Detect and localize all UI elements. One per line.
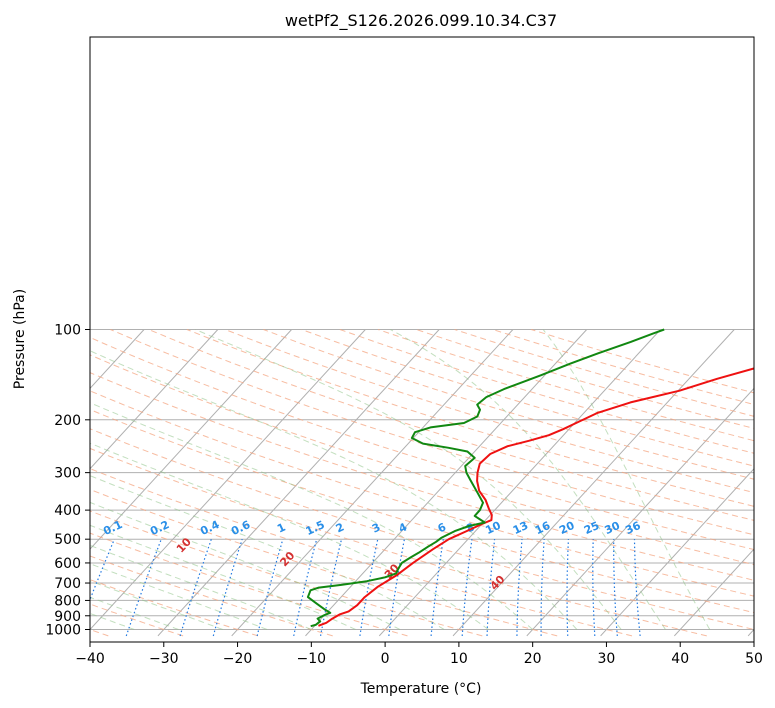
dry-adiabat-line xyxy=(90,510,483,637)
isotherm-line xyxy=(157,329,440,637)
isotherm-line xyxy=(231,329,514,637)
x-tick-label: 50 xyxy=(745,651,763,667)
dry-adiabat-line xyxy=(90,409,754,614)
moist-adiabat-line xyxy=(195,329,622,630)
dry-adiabat-line xyxy=(148,329,754,521)
y-tick-label: 1000 xyxy=(45,623,81,639)
x-axis-label: Temperature (°C) xyxy=(360,681,482,697)
y-tick-label: 200 xyxy=(54,413,81,429)
profile-lines xyxy=(306,328,754,628)
isotherm-line xyxy=(90,329,219,470)
dry-adiabat-line xyxy=(90,354,754,566)
background-lines xyxy=(90,329,754,637)
isotherm-line xyxy=(674,548,754,637)
mixing-ratio-line xyxy=(212,539,243,637)
temperature-profile-line xyxy=(318,367,754,627)
mixing-ratio-line xyxy=(293,539,318,637)
moist-adiabat-line xyxy=(542,329,711,630)
moist-adiabat-line xyxy=(90,524,356,630)
moist-adiabat-line xyxy=(90,442,489,630)
x-tick-label: 20 xyxy=(524,651,542,667)
mixing-ratio-line xyxy=(179,539,212,637)
isotherm-line xyxy=(90,329,145,390)
x-tick-label: 40 xyxy=(671,651,689,667)
mixing-ratio-label: 20 xyxy=(557,519,577,537)
y-tick-label: 900 xyxy=(54,609,81,625)
dry-adiabat-line xyxy=(90,372,754,581)
mixing-ratio-line xyxy=(633,539,641,636)
isotherm-line xyxy=(90,329,292,550)
mixing-ratio-line xyxy=(256,539,284,637)
moist-adiabat-line xyxy=(90,563,268,630)
mixing-ratio-line xyxy=(388,539,405,636)
mixing-ratio-label: 30 xyxy=(603,519,623,537)
y-tick-label: 100 xyxy=(54,323,81,339)
mixing-ratio-label: 36 xyxy=(623,519,643,537)
isotherm-line xyxy=(600,468,754,637)
mixing-ratio-label: 25 xyxy=(582,519,601,537)
x-tick-label: −40 xyxy=(75,651,105,667)
isotherm-line xyxy=(378,329,661,637)
dry-adiabat-line xyxy=(90,488,558,637)
dry-adiabat-line xyxy=(90,447,707,637)
y-tick-label: 300 xyxy=(54,466,81,482)
moist-adiabat-line xyxy=(390,329,666,630)
chart-title: wetPf2_S126.2026.099.10.34.C37 xyxy=(285,11,557,31)
isotherm-line xyxy=(90,329,366,631)
dry-adiabat-line xyxy=(90,336,754,551)
mixing-ratio-label: 13 xyxy=(511,519,530,537)
dry-adiabat-line xyxy=(90,390,754,597)
dry-adiabat-line xyxy=(90,532,408,637)
x-tick-label: 10 xyxy=(450,651,468,667)
dry-adiabat-line xyxy=(90,428,754,631)
moist-adiabat-line xyxy=(90,580,223,630)
dry-adiabat-line xyxy=(263,329,754,480)
x-tick-label: −20 xyxy=(223,651,253,667)
moist-adiabat-line xyxy=(90,475,445,630)
moist-adiabat-line xyxy=(90,596,179,630)
y-axis-label: Pressure (hPa) xyxy=(12,289,28,389)
plot-frame xyxy=(89,36,755,643)
mixing-ratio-line xyxy=(125,538,162,637)
dry-adiabat-line xyxy=(90,579,259,637)
y-tick-label: 400 xyxy=(54,503,81,519)
mixing-ratio-line xyxy=(90,538,115,602)
x-tick-label: 30 xyxy=(598,651,616,667)
y-tick-label: 800 xyxy=(54,593,81,609)
isotherm-line xyxy=(452,329,735,637)
dry-adiabat-line xyxy=(90,555,333,637)
y-tick-label: 500 xyxy=(54,532,81,548)
x-tick-label: 0 xyxy=(381,651,390,667)
moist-adiabat-line xyxy=(90,350,578,630)
y-tick-label: 600 xyxy=(54,556,81,572)
axes: −40 −30 −20 −10 0 10 20 30 40 50 100 200 300 400 500 60… xyxy=(45,323,763,668)
dry-adiabat-line xyxy=(224,329,754,494)
mixing-ratio-label: 16 xyxy=(533,519,553,537)
y-tick-label: 700 xyxy=(54,576,81,592)
dewpoint-profile-line xyxy=(306,328,665,628)
x-tick-label: −10 xyxy=(297,651,327,667)
mixing-ratio-label: 10 xyxy=(483,519,503,537)
x-tick-label: −30 xyxy=(149,651,179,667)
